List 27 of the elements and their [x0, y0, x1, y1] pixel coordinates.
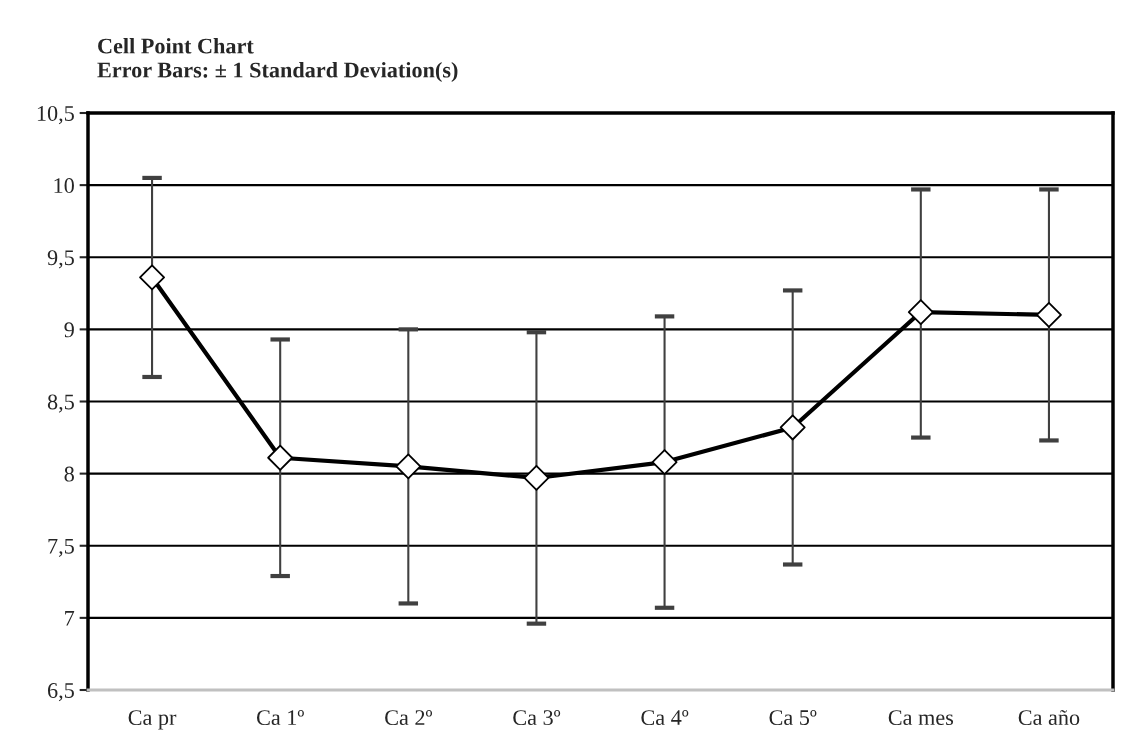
y-tick-label: 9: [64, 322, 74, 338]
x-tick-label: Ca 4º: [641, 710, 689, 726]
y-tick-label: 10,5: [37, 105, 74, 125]
point: [395, 453, 422, 480]
x-tick-label: Ca 2º: [385, 710, 433, 726]
y-tick-label: 8,5: [47, 394, 74, 413]
chart-subtitle: Error Bars: ± 1 Standard Deviation(s): [97, 61, 458, 83]
point: [1036, 302, 1062, 328]
x-tick-label: Ca 3º: [513, 710, 561, 726]
point: [267, 444, 294, 471]
point: [907, 299, 934, 325]
y-tick-label: 9,5: [47, 250, 74, 269]
point: [139, 264, 165, 291]
x-tick-label: Ca mes: [888, 710, 954, 726]
y-tick-label: 7,5: [48, 538, 74, 557]
y-tick-label: 8: [64, 466, 74, 482]
y-tick-label: 7: [65, 611, 75, 626]
point: [651, 449, 678, 476]
x-tick-label: Ca pr: [128, 710, 177, 730]
x-tick-label: Ca año: [1018, 709, 1080, 726]
point: [779, 414, 806, 441]
chart-title: Cell Point Chart: [98, 37, 254, 54]
point: [523, 465, 550, 491]
x-tick-label: Ca 1º: [256, 710, 304, 726]
x-tick-label: Ca 5º: [769, 710, 817, 726]
y-tick-label: 10: [54, 178, 74, 194]
y-tick-label: 6,5: [47, 682, 74, 702]
